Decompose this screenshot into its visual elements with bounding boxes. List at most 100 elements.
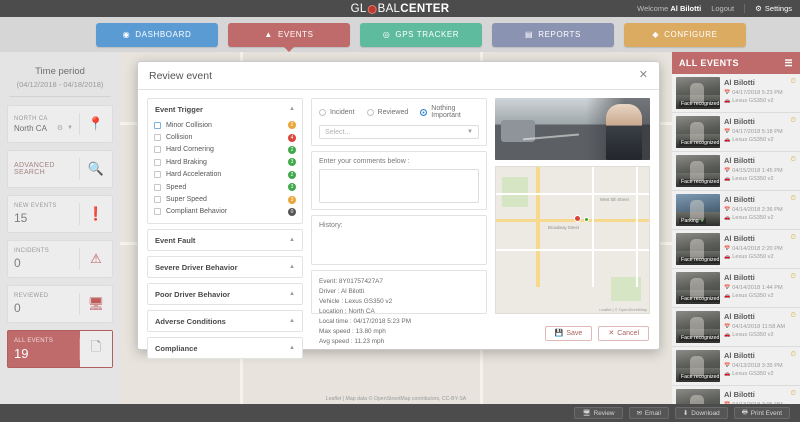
checkbox-icon[interactable] — [154, 158, 161, 166]
settings-link[interactable]: ⚙ Settings — [755, 4, 792, 13]
tab-gps-tracker[interactable]: ◎ GPS TRACKER — [360, 22, 482, 47]
tab-events[interactable]: ▲ EVENTS — [228, 22, 350, 47]
accordion-section[interactable]: Poor Driver Behavior ▲ — [147, 283, 303, 306]
accordion-section[interactable]: Adverse Conditions ▲ — [147, 310, 303, 333]
event-thumbnail[interactable]: Parking ● — [676, 194, 720, 226]
event-trigger-row[interactable]: Hard Acceleration 2 — [154, 169, 296, 181]
event-map[interactable]: Broadway Street West 5th Street Leaflet … — [495, 166, 650, 314]
chevron-down-icon[interactable]: ▼ — [67, 125, 73, 131]
close-icon[interactable]: ✕ — [638, 69, 648, 81]
event-list-item[interactable]: Face recognized● Al Bilotti 📅04/14/2018 11… — [672, 308, 800, 347]
event-list-item[interactable]: Face recognized● Al Bilotti 📅04/13/2018 3:… — [672, 347, 800, 386]
event-trigger-list[interactable]: Minor Collision 2 Collision 4 Hard Cornering… — [148, 119, 302, 223]
event-list-item[interactable]: Parking ● Al Bilotti 📅 04/14/2018 2:36 PM 🚗 Le… — [672, 191, 800, 230]
accordion-sections[interactable]: Event Fault ▲ Severe Driver Behavior ▲ Poor … — [147, 229, 303, 364]
accordion-section[interactable]: Severe Driver Behavior ▲ — [147, 256, 303, 279]
checkbox-icon[interactable] — [154, 208, 161, 216]
download-button[interactable]: ⬇ Download — [674, 407, 728, 419]
accordion-header[interactable]: Severe Driver Behavior ▲ — [148, 257, 302, 277]
radio-nothing-important[interactable]: Nothing Important — [420, 105, 471, 119]
accordion-label: Poor Driver Behavior — [155, 289, 231, 299]
checkbox-icon[interactable] — [154, 121, 161, 129]
event-trigger-row[interactable]: Super Speed 3 — [154, 193, 296, 205]
event-vehicle-row: 🚗 Lexus GS350 v2 — [724, 254, 796, 260]
checkbox-icon[interactable] — [154, 183, 161, 191]
checkbox-icon[interactable] — [154, 146, 161, 154]
chevron-up-icon[interactable]: ▲ — [289, 318, 295, 325]
event-thumbnail[interactable]: Face recognized● — [676, 233, 720, 265]
sidebar-card-reviewed[interactable]: REVIEWED 0 🖥 — [7, 285, 113, 323]
event-list-item[interactable]: Face recognized● Al Bilotti 📅04/17/2018 5:… — [672, 74, 800, 113]
sidebar-card-incidents[interactable]: INCIDENTS 0 ⚠ — [7, 240, 113, 278]
radio-reviewed[interactable]: Reviewed — [366, 108, 408, 116]
event-list-item[interactable]: Face recognized● Al Bilotti 📅04/14/2018 2:… — [672, 230, 800, 269]
chevron-up-icon[interactable]: ▲ — [289, 237, 295, 244]
email-button[interactable]: ✉ Email — [628, 407, 669, 419]
event-list-item[interactable]: Face recognized● Al Bilotti 📅04/17/2018 5:… — [672, 113, 800, 152]
radio-icon[interactable] — [319, 108, 326, 116]
sidebar-card-all-events[interactable]: ALL EVENTS 19 🗋 — [7, 330, 113, 368]
accordion-header[interactable]: Adverse Conditions ▲ — [148, 311, 302, 331]
checkbox-icon[interactable] — [154, 171, 161, 179]
accordion-header[interactable]: Event Fault ▲ — [148, 230, 302, 250]
search-icon[interactable]: 🔍 — [87, 161, 105, 176]
warning-triangle-icon: ▲ — [264, 29, 273, 39]
review-button[interactable]: 🖥 Review — [574, 407, 623, 419]
logout-link[interactable]: Logout — [711, 4, 735, 13]
sidebar-card-advanced-search[interactable]: ADVANCED SEARCH 🔍 — [7, 150, 113, 188]
status-select[interactable]: Select... ▼ — [319, 125, 479, 139]
gear-icon[interactable]: ⚙ — [56, 125, 64, 132]
chevron-up-icon[interactable]: ▲ — [289, 345, 295, 352]
event-trigger-header[interactable]: Event Trigger ▲ — [148, 99, 302, 119]
car-icon: 🚗 — [724, 371, 731, 377]
accordion-header[interactable]: Compliance ▲ — [148, 338, 302, 358]
accordion-header[interactable]: Poor Driver Behavior ▲ — [148, 284, 302, 304]
event-trigger-row[interactable]: Hard Cornering 2 — [154, 144, 296, 156]
event-thumbnail[interactable]: Face recognized● — [676, 350, 720, 382]
status-radio-group[interactable]: Incident Reviewed Nothing Important — [319, 105, 479, 119]
events-list-panel[interactable]: ALL EVENTS ☰ Face recognized●Al Bilotti📅… — [672, 52, 800, 404]
chevron-up-icon[interactable]: ▲ — [289, 291, 295, 298]
cancel-button[interactable]: ✕ Cancel — [598, 325, 649, 341]
checkbox-icon[interactable] — [154, 196, 161, 204]
event-vehicle-row: 🚗 Lexus GS350 v2 — [724, 98, 796, 104]
time-period-range[interactable]: (04/12/2018 - 04/18/2018) — [16, 80, 104, 89]
checkbox-icon[interactable] — [154, 134, 161, 142]
tab-dashboard[interactable]: ◉ DASHBOARD — [96, 22, 218, 47]
events-list[interactable]: Face recognized●Al Bilotti📅04/17/2018 5:… — [672, 74, 800, 404]
event-trigger-row[interactable]: Compliant Behavior 0 — [154, 206, 296, 218]
event-thumbnail[interactable]: Face recognized● — [676, 272, 720, 304]
event-detail-line: Vehicle : Lexus GS350 v2 — [319, 297, 393, 305]
event-list-item[interactable]: Face recognized● Al Bilotti 📅04/14/2018 1:… — [672, 269, 800, 308]
chevron-up-icon[interactable]: ▲ — [289, 106, 295, 112]
event-thumbnail[interactable]: Face recognized● — [676, 77, 720, 109]
tab-configure[interactable]: ◆ CONFIGURE — [624, 22, 746, 47]
radio-icon-selected[interactable] — [420, 108, 428, 116]
event-thumbnail[interactable]: Face recognized● — [676, 311, 720, 343]
accordion-section[interactable]: Event Fault ▲ — [147, 229, 303, 252]
region-select[interactable]: North CA ⚙ ▼ — [14, 124, 73, 133]
sidebar-card-region[interactable]: NORTH CA North CA ⚙ ▼ 📍 — [7, 105, 113, 143]
event-trigger-row[interactable]: Hard Braking 3 — [154, 156, 296, 168]
sidebar-card-new-events[interactable]: NEW EVENTS 15 ❗ — [7, 195, 113, 233]
event-trigger-row[interactable]: Minor Collision 2 — [154, 119, 296, 131]
radio-icon[interactable] — [366, 108, 374, 116]
tab-reports[interactable]: ▤ REPORTS — [492, 22, 614, 47]
radio-incident[interactable]: Incident — [319, 108, 355, 116]
print-event-button[interactable]: 🖶 Print Event — [733, 407, 790, 419]
event-trigger-row[interactable]: Collision 4 — [154, 131, 296, 143]
accordion-section[interactable]: Compliance ▲ — [147, 337, 303, 360]
list-icon[interactable]: ☰ — [784, 57, 793, 68]
event-trigger-row[interactable]: Speed 3 — [154, 181, 296, 193]
comments-input[interactable] — [319, 169, 479, 203]
event-video-preview[interactable] — [495, 98, 650, 160]
event-list-item[interactable]: Face recognized● Al Bilotti 📅04/13/2018 3:… — [672, 386, 800, 404]
event-thumbnail[interactable]: Face recognized● — [676, 116, 720, 148]
map-pin-icon: 📍 — [87, 116, 105, 131]
event-thumbnail[interactable]: Face recognized● — [676, 389, 720, 404]
chevron-down-icon[interactable]: ▼ — [467, 129, 473, 135]
chevron-up-icon[interactable]: ▲ — [289, 264, 295, 271]
event-thumbnail[interactable]: Face recognized● — [676, 155, 720, 187]
save-button[interactable]: 💾 Save — [544, 325, 593, 341]
event-list-item[interactable]: Face recognized● Al Bilotti 📅04/15/2018 1:… — [672, 152, 800, 191]
